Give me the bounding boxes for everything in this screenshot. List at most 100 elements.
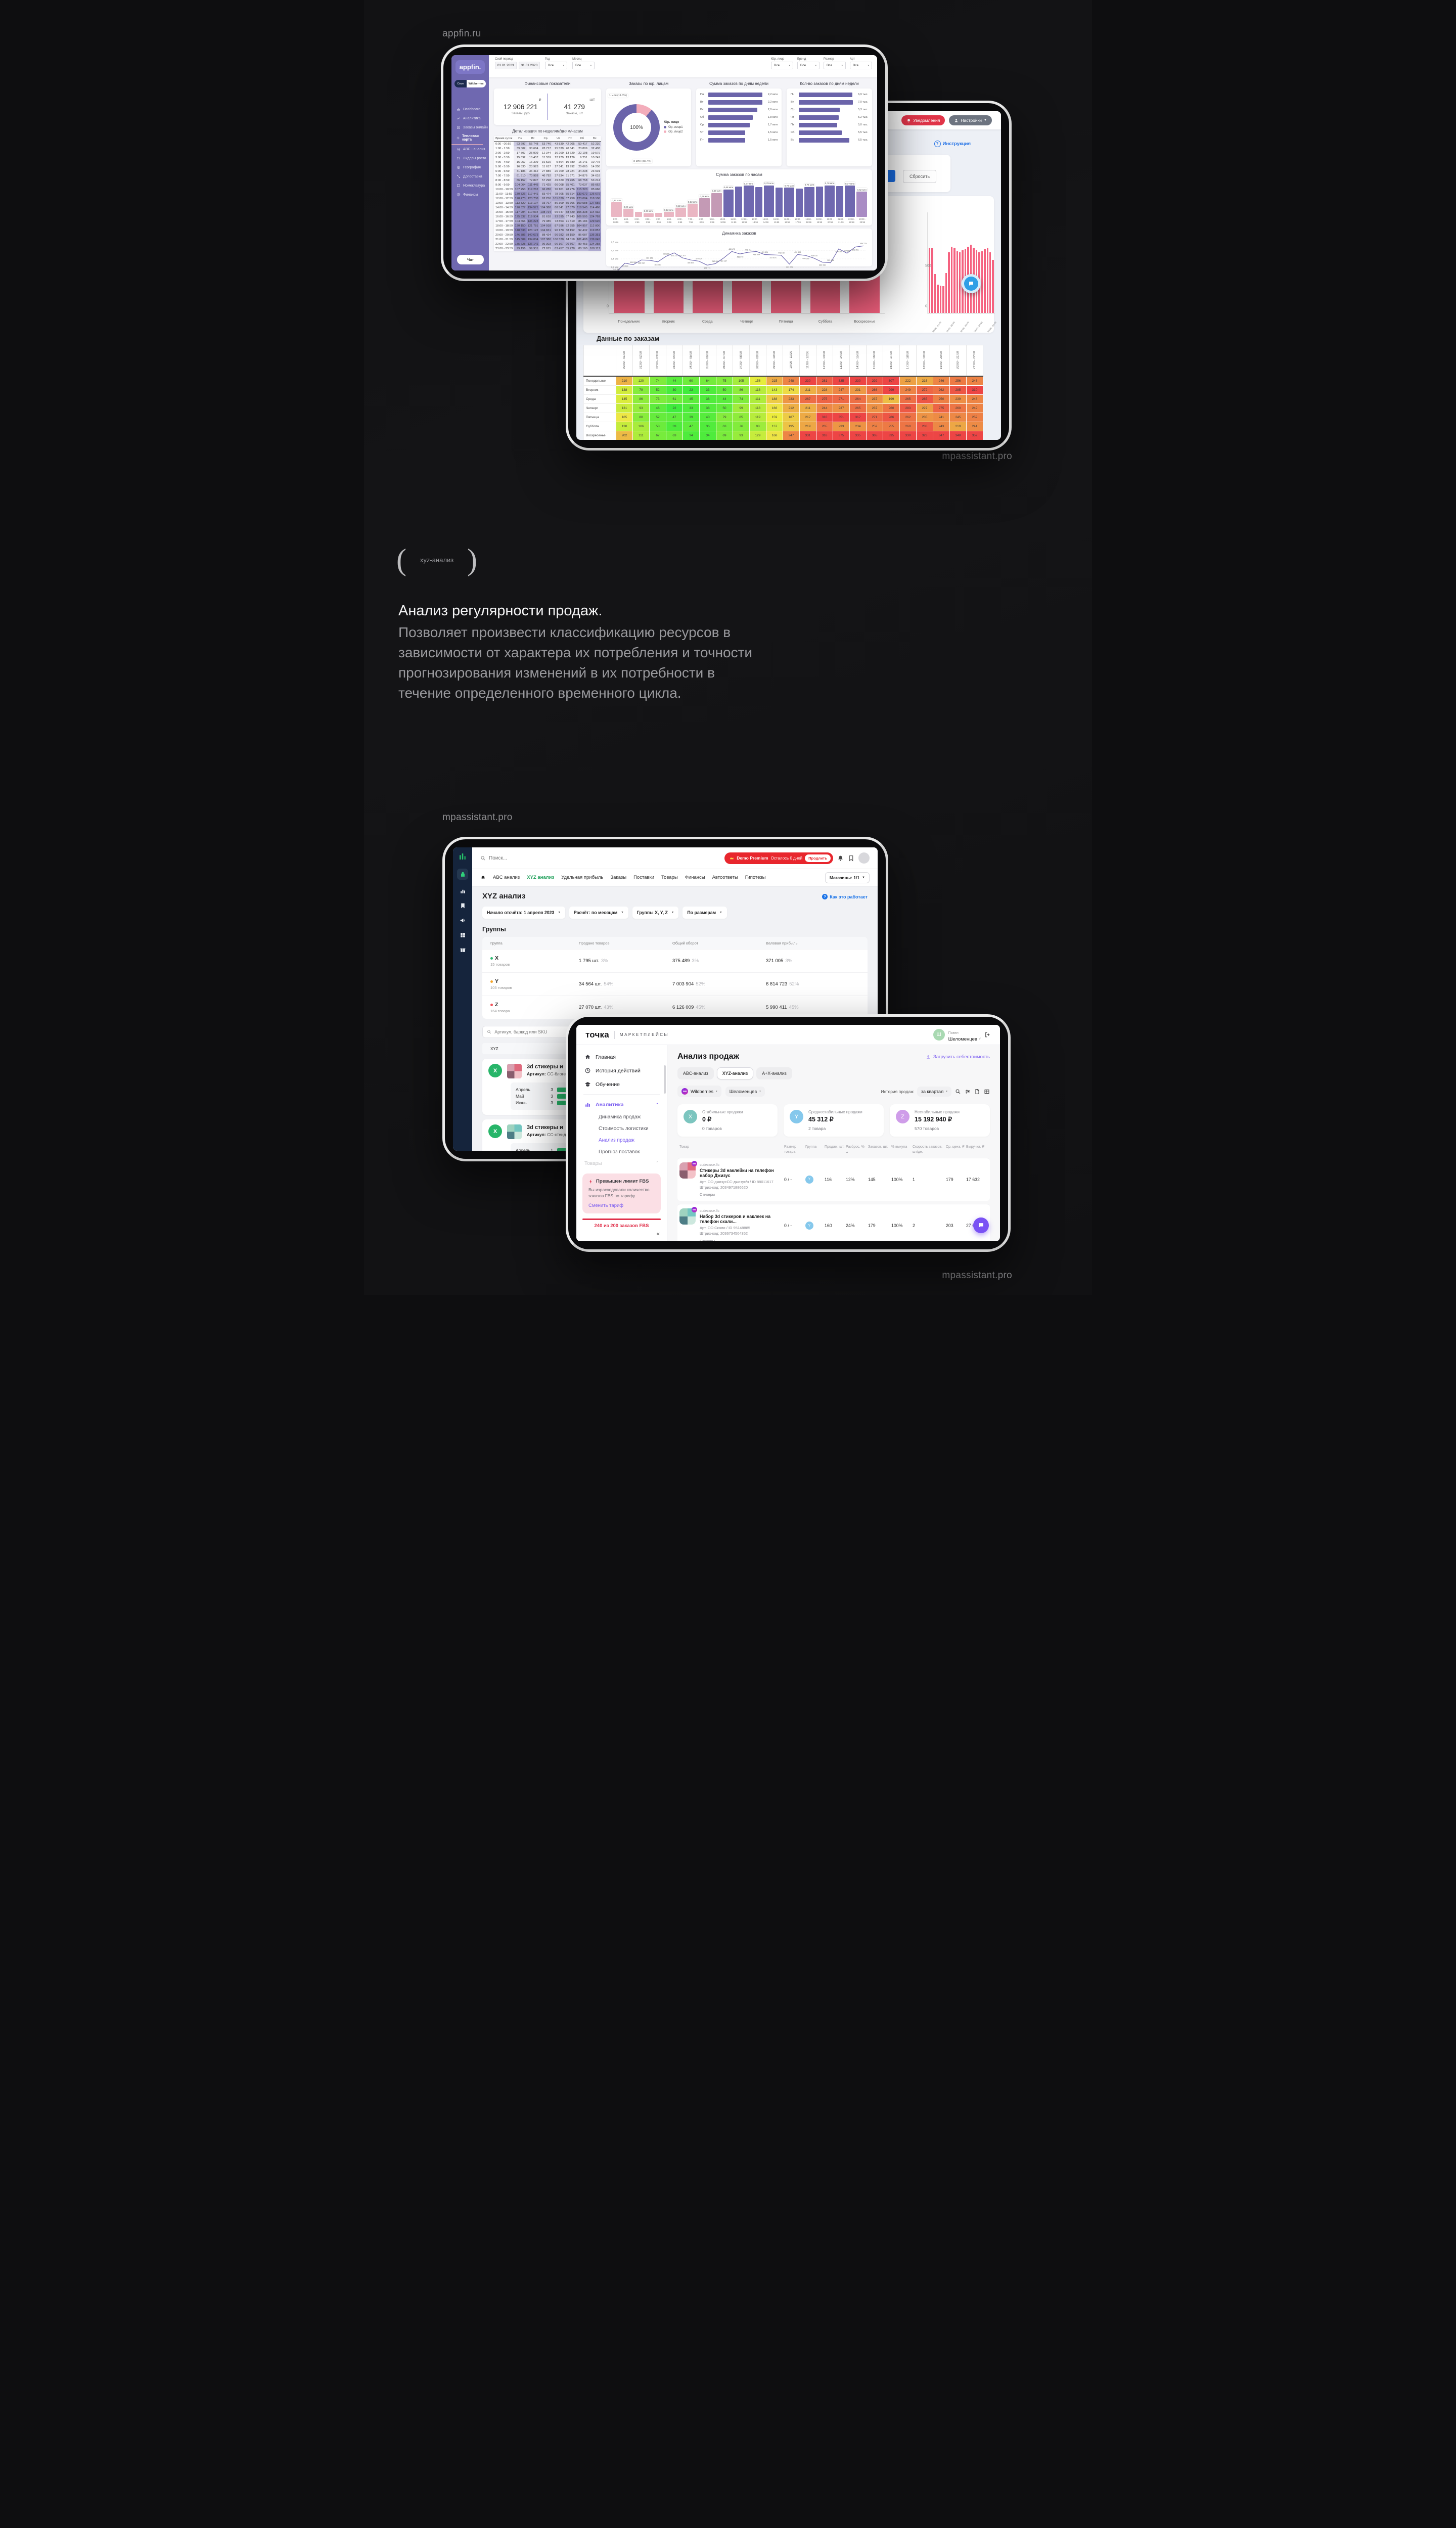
submenu-item[interactable]: Прогноз поставок — [599, 1149, 640, 1155]
svg-text:353 444: 353 444 — [827, 259, 834, 261]
sidebar-item-6[interactable]: География — [451, 163, 489, 172]
nav-item[interactable]: Поставки — [633, 875, 654, 880]
prolong-button[interactable]: Продлить — [805, 854, 831, 862]
user-menu[interactable]: Ш Павел Шеломенцев ˅ — [933, 1027, 991, 1042]
shops-select[interactable]: Магазины: 1/1 ▼ — [825, 872, 870, 883]
date-to-input[interactable]: 31.01.2023 — [518, 62, 540, 69]
filters-icon[interactable] — [965, 1089, 971, 1095]
year-select[interactable]: Все ▾ — [545, 62, 568, 69]
svg-text:386 844: 386 844 — [688, 262, 695, 264]
tab[interactable]: A+X-анализ — [756, 1067, 792, 1079]
instruction-link[interactable]: ? Инструкция — [934, 141, 971, 147]
size-select[interactable]: Все ▾ — [824, 62, 846, 69]
tab[interactable]: ABC-анализ — [677, 1067, 714, 1079]
submenu-item[interactable]: Анализ продаж — [599, 1138, 634, 1143]
bookmark-icon[interactable] — [848, 855, 854, 862]
marketplace-select[interactable]: WB Wildberries ▾ — [677, 1086, 721, 1097]
tab[interactable]: XYZ-анализ — [716, 1067, 754, 1079]
collapse-sidebar-button[interactable]: « — [656, 1230, 660, 1237]
sidebar-scrollbar[interactable] — [664, 1065, 666, 1094]
filter-chip[interactable]: Расчёт: по месяцам ▼ — [569, 907, 628, 919]
table-settings-icon[interactable] — [984, 1089, 990, 1095]
gift-icon[interactable] — [460, 946, 466, 953]
global-search[interactable] — [480, 855, 720, 861]
nav-item[interactable]: XYZ анализ — [527, 875, 555, 880]
stat-card: X Стабильные продажи 0 ₽0 товаров — [677, 1104, 778, 1137]
home-icon[interactable] — [480, 875, 486, 880]
hour-bar — [953, 247, 956, 313]
chart-icon[interactable] — [460, 888, 466, 894]
caption-mpassistant-1: mpassistant.pro — [942, 451, 1012, 462]
brand-select[interactable]: Все ▾ — [797, 62, 820, 69]
product-row[interactable]: WB cutecase.llc Набор 3d стикеров и наклее… — [677, 1204, 990, 1241]
bookmark-icon[interactable] — [460, 902, 466, 909]
settings-button[interactable]: Настройки ▼ — [949, 115, 992, 125]
nav-item[interactable]: Гипотезы — [745, 875, 766, 880]
nav-item[interactable]: ABC анализ — [493, 875, 520, 880]
change-tariff-link[interactable]: Сменить тариф — [588, 1202, 624, 1208]
notifications-button[interactable]: Уведомления — [901, 115, 945, 125]
entity-select[interactable]: Все ▾ — [771, 62, 793, 69]
bell-icon[interactable] — [837, 855, 844, 862]
fbs-limit-card: Превышен лимит FBS Вы израсходовали коли… — [582, 1173, 661, 1213]
sidebar-item-8[interactable]: Номеклатура — [451, 181, 489, 190]
sidebar-item-9[interactable]: Финансы — [451, 190, 489, 199]
avatar[interactable] — [858, 852, 870, 864]
sku-search-input[interactable] — [494, 1029, 587, 1034]
marketplace-toggle[interactable]: Ozon Wildberries — [454, 80, 486, 87]
filter-chip[interactable]: Начало отсчёта: 1 апреля 2023 ▼ — [482, 907, 565, 919]
grid-icon[interactable] — [460, 932, 466, 938]
sidebar-item-4[interactable]: ABC - анализ — [451, 145, 489, 154]
sidebar-item[interactable]: Обучение — [576, 1077, 667, 1091]
art-select[interactable]: Все ▾ — [850, 62, 872, 69]
hour-bar — [939, 285, 942, 313]
sidebar-item-1[interactable]: Аналитика — [451, 114, 489, 123]
svg-text:410 137: 410 137 — [720, 260, 727, 262]
sidebar-item-5[interactable]: Лидеры роста — [451, 154, 489, 163]
reset-button[interactable]: Сбросить — [903, 170, 937, 183]
hour-bar: 0,62 млн — [856, 179, 867, 217]
logout-icon[interactable] — [984, 1031, 991, 1038]
search-icon[interactable] — [955, 1089, 961, 1095]
sidebar-item-0[interactable]: Dashboard — [451, 105, 489, 114]
hour-bar — [937, 284, 939, 313]
sidebar-item[interactable]: История действий — [576, 1064, 667, 1077]
nav-item[interactable]: Удельная прибыль — [561, 875, 604, 880]
chat-button[interactable]: Чат — [457, 255, 484, 264]
nav-item[interactable]: Финансы — [685, 875, 705, 880]
group-row: Y 105 товаров 34 564 шт. 54% 7 003 904 52% 6 8… — [482, 972, 868, 996]
filter-chip[interactable]: По размерам ▼ — [682, 907, 727, 919]
count-by-weekday-chart: Пн 6,9 тыс. Вт 7,0 тыс. Ср 5,3 тыс. Чт 5,2 тыс.… — [787, 88, 872, 166]
date-from-input[interactable]: 01.01.2023 — [495, 62, 517, 69]
sidebar-item-2[interactable]: Заказы онлайн — [451, 123, 489, 132]
sidebar-item[interactable]: Главная — [576, 1050, 667, 1064]
chat-widget-button[interactable] — [962, 274, 981, 293]
nav-item[interactable]: Товары — [661, 875, 678, 880]
upload-cost-link[interactable]: Загрузить себестоимость — [926, 1054, 990, 1060]
sidebar-item-7[interactable]: Допоставка — [451, 172, 489, 181]
period-select[interactable]: за квартал ▾ — [917, 1086, 951, 1097]
sidebar-item-goods[interactable]: Товары ⌃ — [584, 1161, 659, 1166]
submenu-item[interactable]: Стоимость логистики — [599, 1126, 649, 1132]
nav-item[interactable]: Заказы — [610, 875, 627, 880]
hour-bar — [959, 252, 961, 313]
product-row[interactable]: WB cutecase.llc Стикеры 3d наклейки на тел… — [677, 1157, 990, 1201]
sidebar-item-3[interactable]: Тепловая карта — [451, 132, 483, 145]
megaphone-icon[interactable] — [460, 917, 466, 924]
submenu-item[interactable]: Динамика продаж — [599, 1114, 641, 1120]
sidebar-item-analytics[interactable]: Аналитика ⌃ — [576, 1098, 667, 1111]
how-it-works-link[interactable]: ? Как это работает — [822, 894, 868, 899]
sidebar-item-products[interactable] — [457, 869, 468, 880]
product-thumbnail — [507, 1124, 522, 1139]
export-icon[interactable] — [974, 1089, 980, 1095]
svg-text:324 773: 324 773 — [704, 267, 710, 269]
search-input[interactable] — [489, 855, 590, 861]
question-icon: ? — [934, 141, 941, 147]
month-select[interactable]: Все ▾ — [572, 62, 595, 69]
filter-chip[interactable]: Группы X, Y, Z ▼ — [632, 907, 679, 919]
svg-text:337 225: 337 225 — [786, 266, 793, 268]
nav-item[interactable]: Автоответы — [712, 875, 738, 880]
bar-row: Вс 2,0 млн — [700, 108, 778, 112]
chat-fab[interactable] — [973, 1217, 989, 1233]
seller-select[interactable]: Шеломенцев ▾ — [725, 1086, 765, 1097]
